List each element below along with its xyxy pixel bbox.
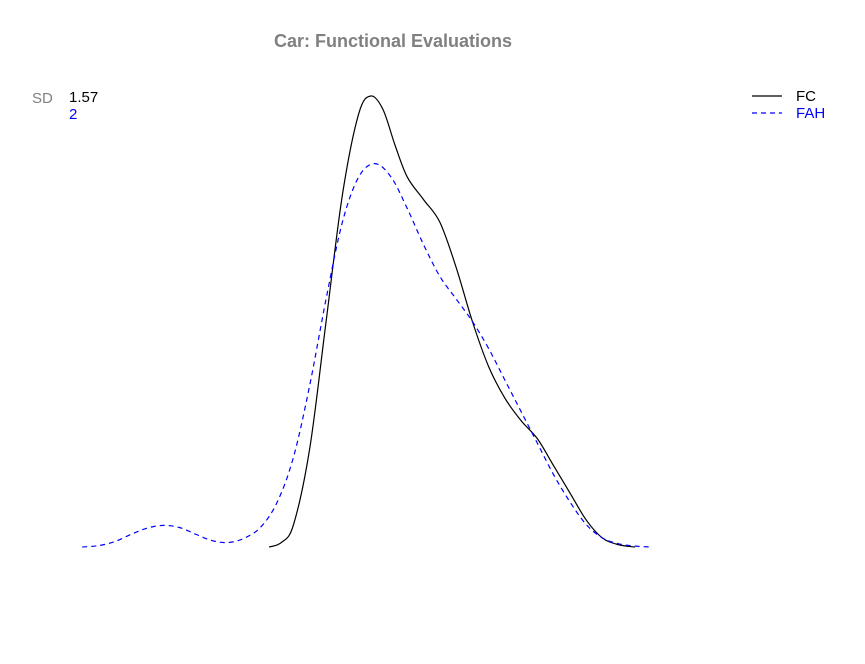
- series-layer: [82, 95, 652, 548]
- series-line-fah: [82, 163, 652, 548]
- legend-label-fah: FAH: [796, 105, 825, 122]
- sd-value-fc: 1.57: [69, 89, 98, 106]
- series-line-fc: [268, 95, 636, 548]
- chart-title: Car: Functional Evaluations: [274, 31, 512, 51]
- sd-value-fah: 2: [69, 106, 77, 123]
- legend-label-fc: FC: [796, 88, 816, 105]
- legend: FC FAH: [752, 88, 825, 122]
- sd-label: SD: [32, 90, 53, 107]
